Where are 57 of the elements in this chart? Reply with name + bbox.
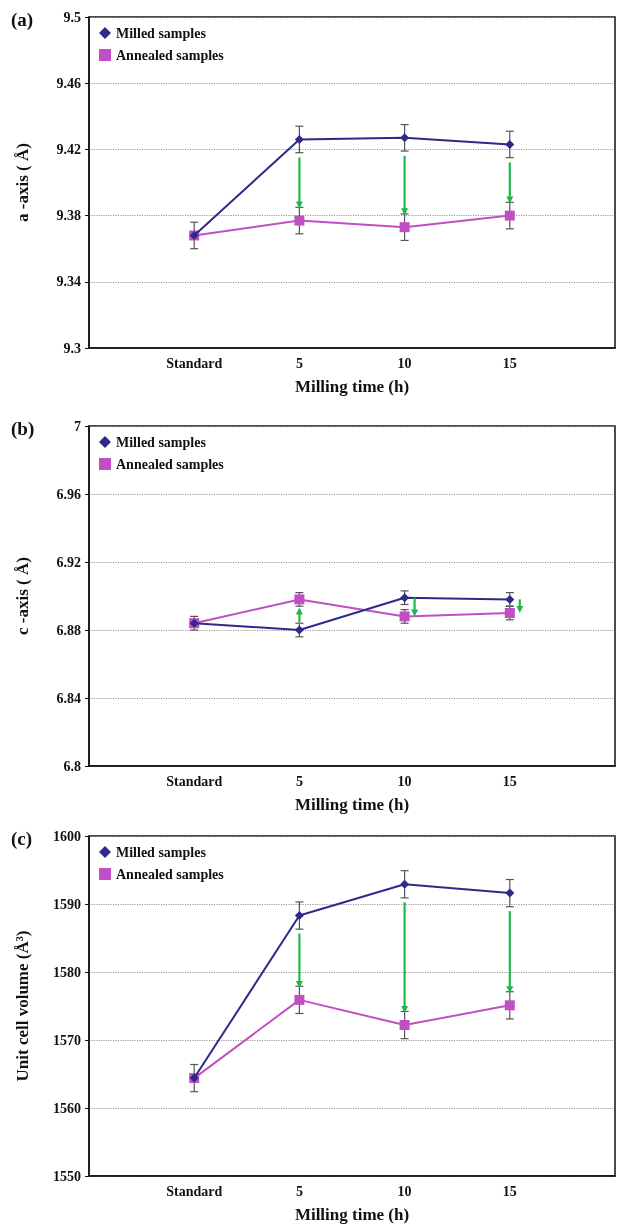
x-tick-label: 5 (295, 1183, 303, 1199)
y-tick-label: 1570 (53, 1032, 81, 1048)
point (400, 133, 410, 143)
y-tick-label: 7 (74, 418, 81, 434)
x-tick-label: 15 (502, 355, 517, 371)
point (294, 994, 305, 1005)
point (505, 888, 515, 898)
x-axis-title: Milling time (h) (294, 377, 410, 396)
y-tick-label: 1580 (53, 964, 81, 980)
legend-label: Milled samples (116, 25, 207, 41)
legend-label: Annealed samples (116, 866, 225, 882)
y-tick-label: 6.92 (56, 554, 81, 570)
x-tick-label: 15 (502, 773, 517, 789)
chart-title: (b) (11, 418, 35, 440)
point (400, 879, 410, 889)
x-axis-title: Milling time (h) (294, 1205, 410, 1224)
y-tick-label: 1600 (53, 828, 81, 844)
point (504, 210, 515, 221)
point (294, 134, 304, 144)
x-tick-label: 10 (397, 773, 412, 789)
y-tick-label: 1590 (53, 896, 81, 912)
legend-label: Milled samples (116, 844, 207, 860)
point (399, 222, 410, 233)
y-tick-label: 1560 (53, 1100, 81, 1116)
y-tick-label: 6.84 (56, 690, 81, 706)
y-tick-label: 6.8 (63, 758, 81, 774)
x-axis-title: Milling time (h) (294, 795, 410, 814)
x-tick-label: Standard (166, 773, 223, 789)
point (399, 1020, 410, 1031)
y-tick-label: 9.46 (56, 75, 81, 91)
y-tick-label: 1550 (53, 1168, 81, 1184)
y-tick-label: 9.5 (63, 9, 81, 25)
point (294, 911, 304, 921)
y-axis-title: Unit cell volume (Å³) (13, 930, 32, 1082)
y-tick-label: 9.3 (63, 340, 81, 356)
y-axis-title: c -axis ( Å) (13, 557, 32, 635)
y-tick-label: 9.38 (56, 208, 81, 224)
x-tick-label: 5 (295, 355, 303, 371)
y-axis-title: a -axis ( Å) (13, 143, 32, 222)
point (505, 139, 515, 149)
x-tick-label: 10 (397, 355, 412, 371)
x-tick-label: Standard (166, 1183, 223, 1199)
point (504, 1000, 515, 1011)
y-tick-label: 9.34 (56, 274, 81, 290)
point (294, 215, 305, 226)
x-tick-label: 10 (397, 1183, 412, 1199)
legend-label: Milled samples (116, 434, 207, 450)
y-tick-label: 9.42 (56, 141, 81, 157)
legend-label: Annealed samples (116, 456, 225, 472)
x-tick-label: 5 (295, 773, 303, 789)
x-tick-label: Standard (166, 355, 223, 371)
chart-title: (c) (11, 828, 33, 850)
chart-title: (a) (11, 9, 34, 31)
y-tick-label: 6.96 (56, 486, 81, 502)
y-tick-label: 6.88 (56, 622, 81, 638)
x-tick-label: 15 (502, 1183, 517, 1199)
legend-label: Annealed samples (116, 47, 225, 63)
